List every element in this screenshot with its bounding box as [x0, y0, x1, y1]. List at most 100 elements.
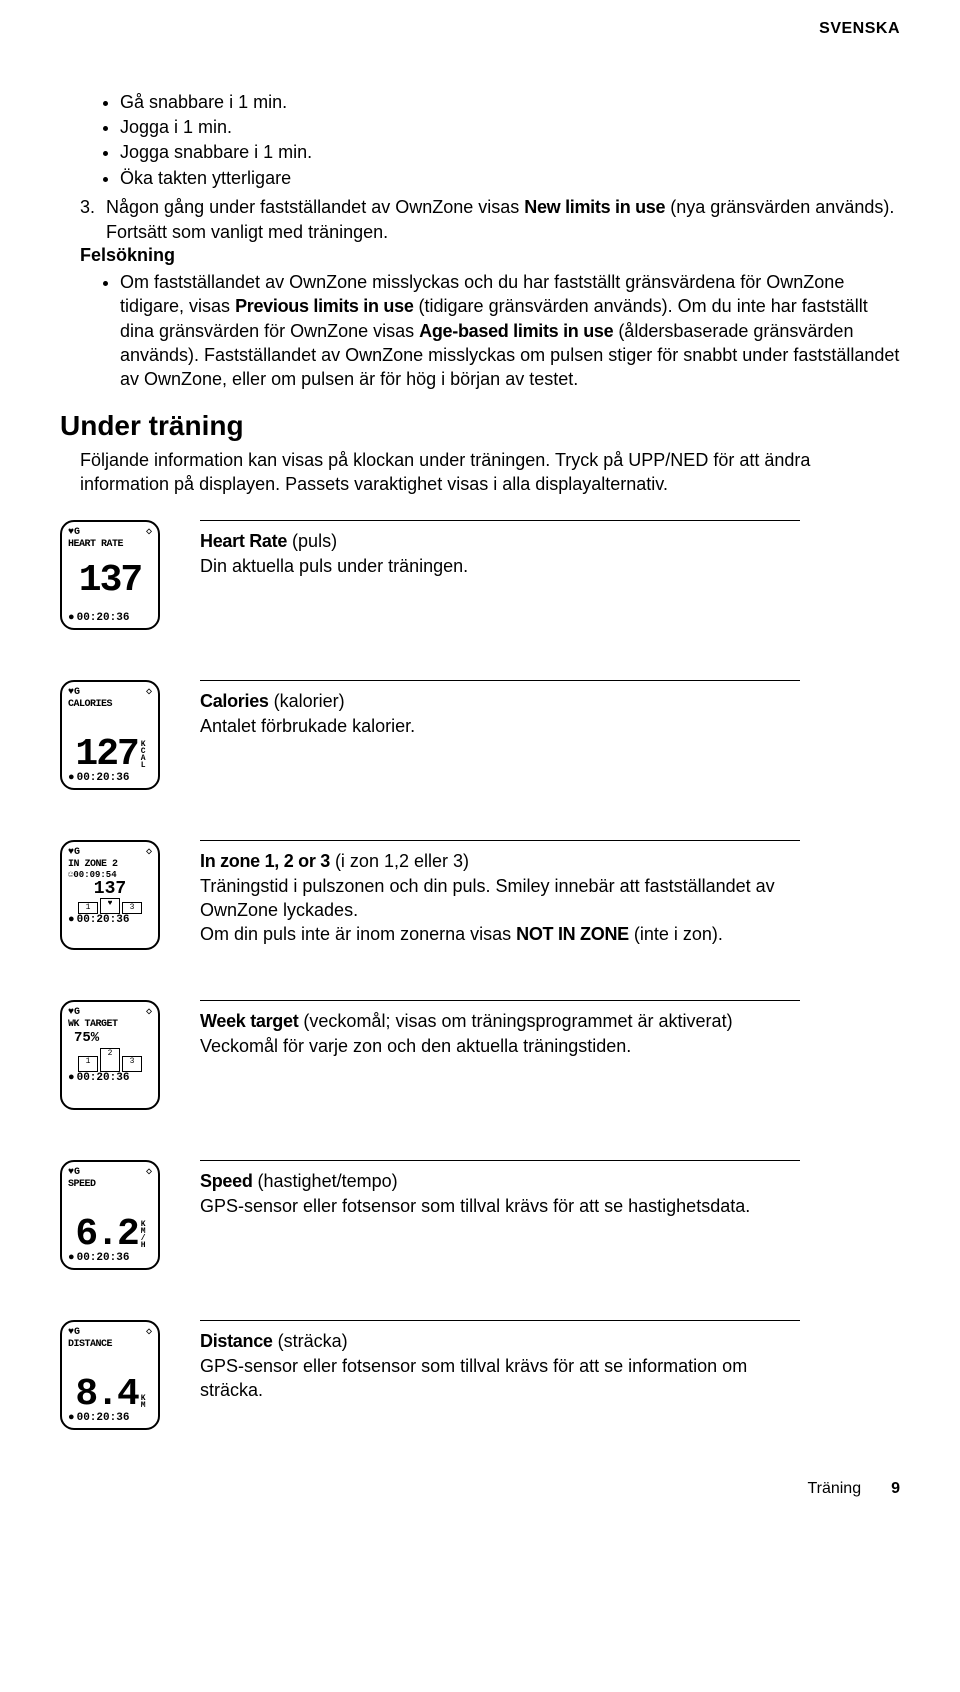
desc-title-suffix: (puls): [287, 531, 337, 551]
rec-icon: ●: [68, 1072, 75, 1084]
intro-bullets: Gå snabbare i 1 min. Jogga i 1 min. Jogg…: [60, 90, 900, 191]
desc-body: Träningstid i pulszonen och din puls. Sm…: [200, 876, 775, 920]
desc-title-suffix: (kalorier): [269, 691, 345, 711]
watch-in-zone: ♥G◇ IN ZONE 2 ☺00:09:54 137 1 ♥ 3 ●00:20…: [60, 840, 170, 950]
desc-title-suffix: (veckomål; visas om träningsprogrammet ä…: [298, 1011, 732, 1031]
watch-label: DISTANCE: [68, 1339, 152, 1350]
code-new-limits: New limits in use: [524, 197, 665, 217]
watch-calories: ♥G◇ CALORIES 127KCAL ●00:20:36: [60, 680, 170, 790]
bullet-item: Öka takten ytterligare: [120, 166, 900, 191]
display-desc: Heart Rate (puls) Din aktuella puls unde…: [200, 520, 800, 578]
troubleshooting-heading: Felsökning: [60, 245, 900, 266]
display-row-week-target: ♥G◇ WK TARGET 75% 1 2 3 ●00:20:36 Week t…: [60, 1000, 900, 1110]
watch-time: 00:20:36: [77, 772, 130, 784]
intro-block: Gå snabbare i 1 min. Jogga i 1 min. Jogg…: [60, 90, 900, 245]
desc-body2-post: (inte i zon).: [629, 924, 723, 944]
heart-icon: ♥G: [68, 1327, 80, 1338]
watch-distance: ♥G◇ DISTANCE 8.4KM ●00:20:36: [60, 1320, 170, 1430]
step-3: Någon gång under fastställandet av OwnZo…: [100, 195, 900, 245]
zone-bars: 1 2 3: [68, 1046, 152, 1072]
desc-body: Antalet förbrukade kalorier.: [200, 716, 415, 736]
code-age-based-limits: Age-based limits in use: [419, 321, 613, 341]
footer-section: Träning: [807, 1480, 861, 1498]
display-desc: In zone 1, 2 or 3 (i zon 1,2 eller 3) Tr…: [200, 840, 800, 946]
desc-body: GPS-sensor eller fotsensor som tillval k…: [200, 1356, 747, 1400]
bar-3: 3: [122, 902, 142, 914]
desc-body: Veckomål för varje zon och den aktuella …: [200, 1036, 631, 1056]
desc-title: Week target: [200, 1011, 298, 1031]
display-row-in-zone: ♥G◇ IN ZONE 2 ☺00:09:54 137 1 ♥ 3 ●00:20…: [60, 840, 900, 950]
corner-icon: ◇: [146, 1166, 152, 1178]
watch-time: 00:20:36: [77, 612, 130, 624]
page-footer: Träning 9: [60, 1480, 900, 1498]
section-heading: Under träning: [60, 410, 900, 442]
desc-title-suffix: (sträcka): [273, 1331, 348, 1351]
rec-icon: ●: [68, 1412, 75, 1424]
desc-title: Heart Rate: [200, 531, 287, 551]
watch-unit: KM: [140, 1394, 145, 1408]
desc-title-suffix: (hastighet/tempo): [253, 1171, 398, 1191]
display-row-calories: ♥G◇ CALORIES 127KCAL ●00:20:36 Calories …: [60, 680, 900, 790]
display-row-speed: ♥G◇ SPEED 6.2KM/H ●00:20:36 Speed (hasti…: [60, 1160, 900, 1270]
desc-body2-pre: Om din puls inte är inom zonerna visas: [200, 924, 516, 944]
code-previous-limits: Previous limits in use: [235, 296, 413, 316]
watch-unit: KM/H: [140, 1220, 145, 1248]
watch-frame: ♥G◇ SPEED 6.2KM/H ●00:20:36: [60, 1160, 160, 1270]
watch-value: 8.4: [75, 1378, 137, 1412]
desc-title-suffix: (i zon 1,2 eller 3): [330, 851, 469, 871]
corner-icon: ◇: [146, 1006, 152, 1018]
bullet-item: Gå snabbare i 1 min.: [120, 90, 900, 115]
bullet-item: Jogga i 1 min.: [120, 115, 900, 140]
watch-frame: ♥G◇ DISTANCE 8.4KM ●00:20:36: [60, 1320, 160, 1430]
watch-unit: KCAL: [140, 740, 145, 768]
heart-icon: ♥G: [68, 847, 80, 858]
watch-value: 137: [68, 880, 152, 898]
watch-frame: ♥G◇ WK TARGET 75% 1 2 3 ●00:20:36: [60, 1000, 160, 1110]
zone-bars: 1 ♥ 3: [68, 898, 152, 914]
bullet-item: Jogga snabbare i 1 min.: [120, 140, 900, 165]
bar-1: 1: [78, 902, 98, 914]
heart-icon: ♥G: [68, 527, 80, 538]
bar-1: 1: [78, 1056, 98, 1072]
corner-icon: ◇: [146, 1326, 152, 1338]
watch-label: CALORIES: [68, 699, 152, 710]
watch-frame: ♥G◇ IN ZONE 2 ☺00:09:54 137 1 ♥ 3 ●00:20…: [60, 840, 160, 950]
heart-icon: ♥G: [68, 687, 80, 698]
desc-body: Din aktuella puls under träningen.: [200, 556, 468, 576]
watch-label: WK TARGET: [68, 1019, 152, 1030]
watch-week-target: ♥G◇ WK TARGET 75% 1 2 3 ●00:20:36: [60, 1000, 170, 1110]
watch-label: HEART RATE: [68, 539, 152, 550]
display-row-distance: ♥G◇ DISTANCE 8.4KM ●00:20:36 Distance (s…: [60, 1320, 900, 1430]
watch-frame: ♥G◇ CALORIES 127KCAL ●00:20:36: [60, 680, 160, 790]
code-not-in-zone: NOT IN ZONE: [516, 924, 629, 944]
language-label: SVENSKA: [819, 20, 900, 38]
watch-time: 00:20:36: [77, 914, 130, 926]
watch-time: 00:20:36: [77, 1252, 130, 1264]
section-intro: Följande information kan visas på klocka…: [60, 448, 900, 497]
watch-time: 00:20:36: [77, 1072, 130, 1084]
rec-icon: ●: [68, 914, 75, 926]
footer-page-number: 9: [891, 1480, 900, 1498]
numbered-steps: Någon gång under fastställandet av OwnZo…: [60, 195, 900, 245]
bar-2: ♥: [100, 898, 120, 914]
bar-3: 3: [122, 1056, 142, 1072]
page: SVENSKA Gå snabbare i 1 min. Jogga i 1 m…: [0, 0, 960, 1538]
watch-frame: ♥G ◇ HEART RATE 137 ●00:20:36: [60, 520, 160, 630]
watch-speed: ♥G◇ SPEED 6.2KM/H ●00:20:36: [60, 1160, 170, 1270]
heart-icon: ♥G: [68, 1167, 80, 1178]
corner-icon: ◇: [146, 526, 152, 538]
heart-icon: ♥G: [68, 1007, 80, 1018]
desc-title: Calories: [200, 691, 269, 711]
desc-title: Distance: [200, 1331, 273, 1351]
display-desc: Week target (veckomål; visas om tränings…: [200, 1000, 800, 1058]
rec-icon: ●: [68, 1252, 75, 1264]
rec-icon: ●: [68, 772, 75, 784]
watch-value: 137: [68, 550, 152, 612]
display-desc: Speed (hastighet/tempo) GPS-sensor eller…: [200, 1160, 800, 1218]
rec-icon: ●: [68, 612, 75, 624]
watch-label: IN ZONE 2: [68, 859, 152, 870]
trouble-item: Om fastställandet av OwnZone misslyckas …: [120, 270, 900, 391]
step3-text-a: Någon gång under fastställandet av OwnZo…: [106, 197, 524, 217]
watch-label: SPEED: [68, 1179, 152, 1190]
desc-body: GPS-sensor eller fotsensor som tillval k…: [200, 1196, 750, 1216]
